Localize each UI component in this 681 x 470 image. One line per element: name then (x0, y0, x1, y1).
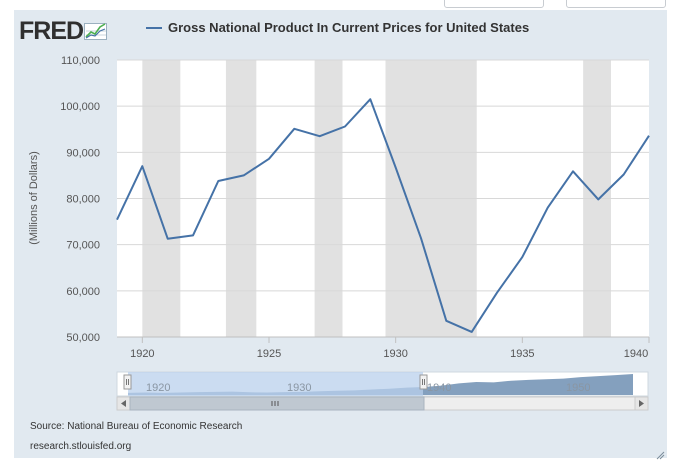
scroll-right-arrow-icon (639, 400, 644, 407)
navigator-tick-label: 1920 (146, 382, 170, 394)
series-line[interactable] (116, 98, 650, 333)
chart-legend[interactable]: Gross National Product In Current Prices… (146, 20, 529, 35)
scroll-left-arrow-icon (121, 400, 126, 407)
y-tick-label: 90,000 (66, 147, 100, 159)
y-tick-label: 80,000 (66, 194, 100, 206)
navigator-tick-label: 1930 (287, 382, 311, 394)
source-note: Source: National Bureau of Economic Rese… (30, 421, 243, 432)
fred-chart-icon (84, 23, 108, 40)
x-tick-label: 1935 (510, 348, 534, 360)
x-tick-label: 1920 (130, 348, 154, 360)
navigator-handle-right[interactable] (419, 374, 428, 390)
x-tick-label: 1930 (383, 348, 407, 360)
navigator-series-area (128, 374, 633, 395)
site-url[interactable]: research.stlouisfed.org (30, 441, 132, 452)
navigator-handle-left[interactable] (123, 374, 132, 390)
legend-series-label: Gross National Product In Current Prices… (168, 20, 530, 35)
x-tick-label: 1925 (257, 348, 281, 360)
y-tick-label: 110,000 (61, 55, 100, 67)
y-tick-label: 100,000 (60, 101, 100, 113)
toolbar-button-right[interactable] (566, 0, 666, 8)
x-tick-label: 1940 (624, 348, 648, 360)
toolbar-button-left[interactable] (444, 0, 544, 8)
y-tick-label: 50,000 (66, 332, 100, 344)
scrollbar-thumb[interactable] (129, 396, 425, 411)
y-tick-label: 60,000 (66, 286, 100, 298)
navigator-tick-label: 1950 (566, 382, 590, 394)
navigator-selection[interactable] (128, 372, 423, 396)
legend-series-swatch (146, 26, 162, 29)
resize-grip-icon[interactable] (655, 450, 665, 460)
fred-logo[interactable]: FRED (19, 16, 108, 45)
navigator-tick-label: 1940 (427, 382, 451, 394)
fred-logo-text: FRED (19, 16, 84, 45)
y-axis-label: (Millions of Dollars) (28, 151, 40, 245)
y-tick-label: 70,000 (66, 240, 100, 252)
